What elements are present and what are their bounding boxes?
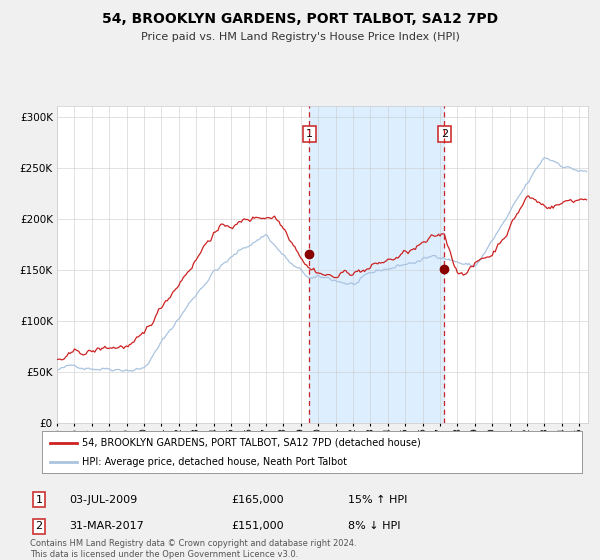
Text: HPI: Average price, detached house, Neath Port Talbot: HPI: Average price, detached house, Neat… (83, 457, 347, 467)
Text: 2: 2 (35, 521, 43, 531)
Text: £151,000: £151,000 (231, 521, 284, 531)
Text: 15% ↑ HPI: 15% ↑ HPI (348, 494, 407, 505)
Bar (310, 106, 445, 423)
Text: 03-JUL-2009: 03-JUL-2009 (69, 494, 137, 505)
Text: 1: 1 (35, 494, 43, 505)
Text: 1: 1 (306, 129, 313, 139)
Text: Contains HM Land Registry data © Crown copyright and database right 2024.
This d: Contains HM Land Registry data © Crown c… (30, 539, 356, 559)
Text: 54, BROOKLYN GARDENS, PORT TALBOT, SA12 7PD: 54, BROOKLYN GARDENS, PORT TALBOT, SA12 … (102, 12, 498, 26)
Text: 8% ↓ HPI: 8% ↓ HPI (348, 521, 401, 531)
Text: 31-MAR-2017: 31-MAR-2017 (69, 521, 144, 531)
Text: £165,000: £165,000 (231, 494, 284, 505)
Text: 54, BROOKLYN GARDENS, PORT TALBOT, SA12 7PD (detached house): 54, BROOKLYN GARDENS, PORT TALBOT, SA12 … (83, 437, 421, 447)
Text: 2: 2 (441, 129, 448, 139)
Text: Price paid vs. HM Land Registry's House Price Index (HPI): Price paid vs. HM Land Registry's House … (140, 32, 460, 43)
